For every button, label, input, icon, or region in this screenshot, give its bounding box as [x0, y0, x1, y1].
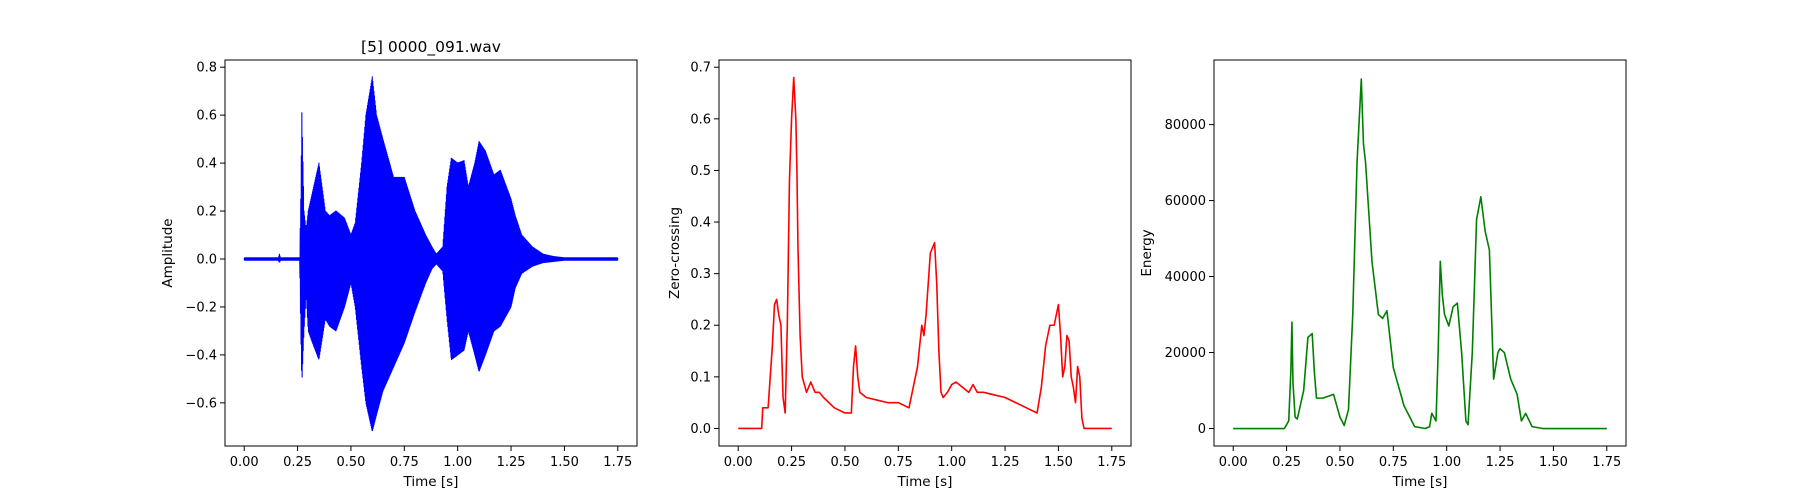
energy-x-tick-label: 1.25	[1486, 455, 1515, 470]
energy-plot-area	[1233, 78, 1607, 430]
zero-crossing-plot-area	[738, 76, 1112, 430]
energy-x-tick-label: 0.25	[1272, 455, 1301, 470]
waveform-y-tick-label: 0.6	[196, 109, 217, 124]
energy-y-tick-label: 40000	[1165, 270, 1206, 285]
waveform-title: [5] 0000_091.wav	[361, 38, 501, 57]
waveform-y-tick-label: −0.2	[185, 300, 217, 315]
zero-crossing-y-tick-label: 0.7	[690, 61, 711, 76]
zero-crossing-x-axis-label: Time [s]	[897, 474, 953, 490]
energy-y-tick-label: 60000	[1165, 194, 1206, 209]
zero-crossing-series-line	[738, 76, 1112, 430]
waveform-x-tick-label: 1.00	[443, 455, 472, 470]
zero-crossing-y-tick-label: 0.5	[690, 164, 711, 179]
waveform-x-axis-label: Time [s]	[403, 474, 459, 490]
waveform-y-tick-label: 0.0	[196, 252, 217, 267]
energy-axes-frame	[1213, 59, 1627, 447]
energy-x-tick-label: 0.50	[1325, 455, 1354, 470]
waveform-y-ticks: −0.6 −0.4 −0.2 0.0 0.2 0.4 0.6 0.8	[185, 61, 225, 411]
waveform-x-tick-label: 0.25	[283, 455, 312, 470]
waveform-series-line	[243, 76, 619, 432]
energy-x-tick-label: 0.75	[1379, 455, 1408, 470]
zero-crossing-x-tick-label: 0.25	[777, 455, 806, 470]
zero-crossing-y-tick-label: 0.3	[690, 267, 711, 282]
waveform-x-tick-label: 0.75	[390, 455, 419, 470]
waveform-x-tick-label: 1.75	[603, 455, 632, 470]
energy-x-axis-label: Time [s]	[1392, 474, 1448, 490]
energy-y-ticks: 0 20000 40000 60000 80000	[1165, 118, 1214, 437]
zero-crossing-y-ticks: 0.0 0.1 0.2 0.3 0.4 0.5 0.6 0.7	[690, 61, 719, 437]
waveform-plot-area	[243, 76, 619, 432]
zero-crossing-y-tick-label: 0.6	[690, 112, 711, 127]
zero-crossing-x-tick-label: 0.75	[884, 455, 913, 470]
zero-crossing-x-tick-label: 0.50	[830, 455, 859, 470]
waveform-y-axis-label: Amplitude	[160, 218, 176, 287]
zero-crossing-y-tick-label: 0.0	[690, 422, 711, 437]
zero-crossing-axes-frame	[718, 59, 1132, 447]
energy-y-axis-label: Energy	[1139, 229, 1155, 276]
zero-crossing-x-tick-label: 1.50	[1044, 455, 1073, 470]
energy-y-tick-label: 20000	[1165, 346, 1206, 361]
energy-x-tick-label: 1.75	[1592, 455, 1621, 470]
waveform-x-tick-label: 1.25	[497, 455, 526, 470]
energy-panel: 0.00 0.25 0.50 0.75 1.00 1.25 1.50 1.75 0 20000 4…	[1139, 59, 1627, 490]
waveform-y-tick-label: 0.8	[196, 61, 217, 76]
waveform-y-tick-label: −0.4	[185, 348, 217, 363]
waveform-panel: [5] 0000_091.wav 0.00 0.25 0.50 0.75 1.00 1.2…	[160, 38, 638, 490]
waveform-x-tick-label: 0.50	[336, 455, 365, 470]
waveform-x-tick-label: 0.00	[230, 455, 259, 470]
waveform-axes-frame	[224, 59, 638, 447]
zero-crossing-y-axis-label: Zero-crossing	[667, 207, 683, 299]
energy-x-ticks: 0.00 0.25 0.50 0.75 1.00 1.25 1.50 1.75	[1219, 446, 1621, 470]
zero-crossing-x-tick-label: 0.00	[724, 455, 753, 470]
zero-crossing-y-tick-label: 0.4	[690, 216, 711, 231]
zero-crossing-y-tick-label: 0.2	[690, 319, 711, 334]
zero-crossing-x-tick-label: 1.75	[1097, 455, 1126, 470]
energy-x-tick-label: 1.50	[1539, 455, 1568, 470]
zero-crossing-x-ticks: 0.00 0.25 0.50 0.75 1.00 1.25 1.50 1.75	[724, 446, 1126, 470]
zero-crossing-panel: 0.00 0.25 0.50 0.75 1.00 1.25 1.50 1.75 0.00.10…	[667, 59, 1132, 490]
zero-crossing-x-tick-label: 1.00	[937, 455, 966, 470]
waveform-x-tick-label: 1.50	[550, 455, 579, 470]
waveform-y-tick-label: 0.4	[196, 157, 217, 172]
energy-y-tick-label: 80000	[1165, 118, 1206, 133]
waveform-x-ticks: 0.00 0.25 0.50 0.75 1.00 1.25 1.50 1.75	[230, 446, 632, 470]
energy-series-line	[1233, 78, 1607, 430]
zero-crossing-x-tick-label: 1.25	[991, 455, 1020, 470]
waveform-y-tick-label: −0.6	[185, 396, 217, 411]
energy-x-tick-label: 1.00	[1432, 455, 1461, 470]
energy-x-tick-label: 0.00	[1219, 455, 1248, 470]
waveform-y-tick-label: 0.2	[196, 205, 217, 220]
energy-y-tick-label: 0	[1198, 422, 1206, 437]
zero-crossing-y-tick-label: 0.1	[690, 370, 711, 385]
